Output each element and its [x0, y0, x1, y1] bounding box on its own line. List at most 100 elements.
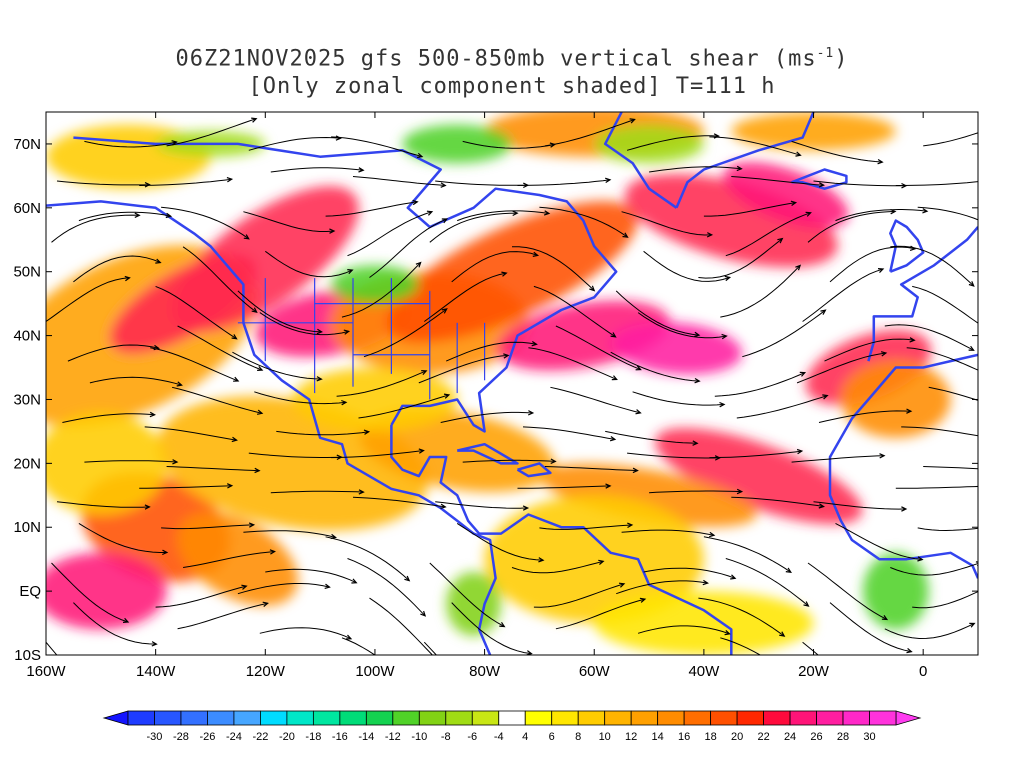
streamline-95 [742, 309, 826, 358]
streamline-134 [243, 211, 335, 232]
y-tick-label-5: 40N [13, 328, 41, 345]
colorbar-swatch-11 [418, 710, 447, 726]
streamline-88 [67, 344, 159, 362]
streamline-72 [605, 430, 698, 444]
streamline-arrow-97 [990, 374, 995, 378]
colorbar-label-10: -10 [411, 731, 427, 743]
streamline-48 [435, 501, 528, 509]
streamline-arrow-112 [316, 328, 323, 335]
streamline-148 [517, 179, 611, 186]
streamline-arrow-37 [538, 557, 545, 563]
shading-blob-19 [484, 495, 704, 624]
streamline-arrow-50 [736, 488, 744, 495]
streamline-arrow-33 [162, 549, 169, 556]
streamline-74 [818, 410, 911, 423]
streamline-arrow-115 [610, 332, 617, 338]
streamline-106 [720, 265, 801, 318]
streamline-arrow-100 [257, 366, 264, 371]
streamline-9 [884, 623, 975, 640]
streamline-arrow-146 [440, 182, 447, 188]
streamline-arrow-163 [1008, 120, 1013, 124]
streamline-58 [331, 450, 424, 459]
colorbar-arrow-left [102, 710, 129, 726]
streamline-arrow-4 [494, 701, 499, 705]
streamline-arrow-92 [531, 341, 538, 347]
colorbar-swatch-13 [471, 710, 500, 726]
streamline-147 [435, 180, 528, 186]
streamline-50 [649, 490, 742, 494]
streamline-126 [512, 246, 595, 291]
colorbar-swatch-4 [233, 710, 261, 726]
streamline-49 [517, 485, 611, 489]
streamline-76 [984, 431, 1024, 444]
coastline-segment-10 [516, 462, 552, 478]
colorbar-label-22: 20 [731, 731, 743, 743]
streamline-18 [698, 597, 785, 637]
streamline-52 [813, 501, 906, 510]
streamline-arrow-110 [155, 258, 162, 264]
streamline-129 [807, 210, 896, 243]
streamline-19 [829, 602, 912, 653]
streamline-arrow-77 [176, 381, 183, 387]
streamline-56 [166, 466, 260, 472]
streamline-arrow-0 [116, 699, 121, 703]
shading-blob-27 [402, 124, 512, 164]
title-suffix: ) [834, 46, 849, 72]
colorbar-swatch-1 [154, 710, 182, 726]
coastline-segment-7 [889, 219, 925, 273]
shading-blob-24 [731, 112, 896, 151]
coastlines [46, 112, 978, 655]
streamline-arrow-141 [1001, 231, 1006, 235]
streamline-arrow-40 [785, 567, 792, 573]
streamline-arrow-128 [805, 211, 812, 217]
streamline-31 [890, 562, 978, 576]
streamline-arrow-137 [622, 232, 629, 238]
streamline-arrow-14 [437, 660, 442, 665]
streamline-99 [46, 277, 130, 322]
streamline-5 [555, 598, 646, 630]
colorbar-label-5: -20 [279, 731, 295, 743]
streamline-39 [621, 529, 715, 536]
streamline-82 [550, 386, 641, 414]
streamline-23 [183, 551, 275, 568]
streamline-59 [462, 459, 556, 463]
streamline-arrow-8 [876, 695, 881, 699]
x-tick-label-5: 60W [579, 663, 611, 680]
coastline-segment-2 [390, 425, 733, 655]
streamline-arrow-30 [881, 615, 889, 621]
coastline-segment-0 [46, 200, 497, 655]
streamline-arrow-150 [818, 182, 825, 188]
streamline-arrow-81 [503, 353, 510, 359]
streamline-arrow-144 [226, 177, 234, 183]
colorbar-label-4: -22 [252, 731, 268, 743]
streamline-22 [51, 562, 129, 623]
colorbar-swatch-2 [180, 710, 208, 726]
streamline-51 [731, 496, 824, 507]
streamline-27 [511, 560, 604, 574]
streamline-35 [243, 530, 336, 538]
streamline-63 [791, 455, 885, 463]
colorbar-label-14: 4 [522, 731, 528, 743]
streamline-16 [533, 583, 625, 608]
streamline-112 [237, 290, 322, 333]
y-tick-label-0: 10S [14, 647, 41, 664]
streamline-arrow-46 [358, 489, 365, 495]
streamline-arrow-27 [598, 559, 605, 565]
streamline-arrow-59 [550, 458, 557, 464]
streamline-arrow-3 [417, 688, 422, 693]
streamline-arrow-63 [879, 453, 886, 459]
streamline-arrow-154 [171, 140, 178, 146]
streamline-11 [73, 602, 157, 645]
colorbar-label-1: -28 [173, 731, 189, 743]
streamline-84 [714, 372, 805, 397]
streamline-100 [177, 325, 263, 371]
streamline-arrow-47 [440, 503, 447, 509]
streamline-arrow-84 [799, 371, 807, 377]
streamline-146 [352, 176, 446, 186]
streamline-154 [84, 140, 177, 148]
shading-blob-25 [292, 367, 458, 432]
streamline-104 [555, 325, 641, 371]
streamline-3 [341, 637, 376, 655]
streamline-arrow-91 [441, 308, 448, 314]
streamline-8 [802, 641, 819, 655]
